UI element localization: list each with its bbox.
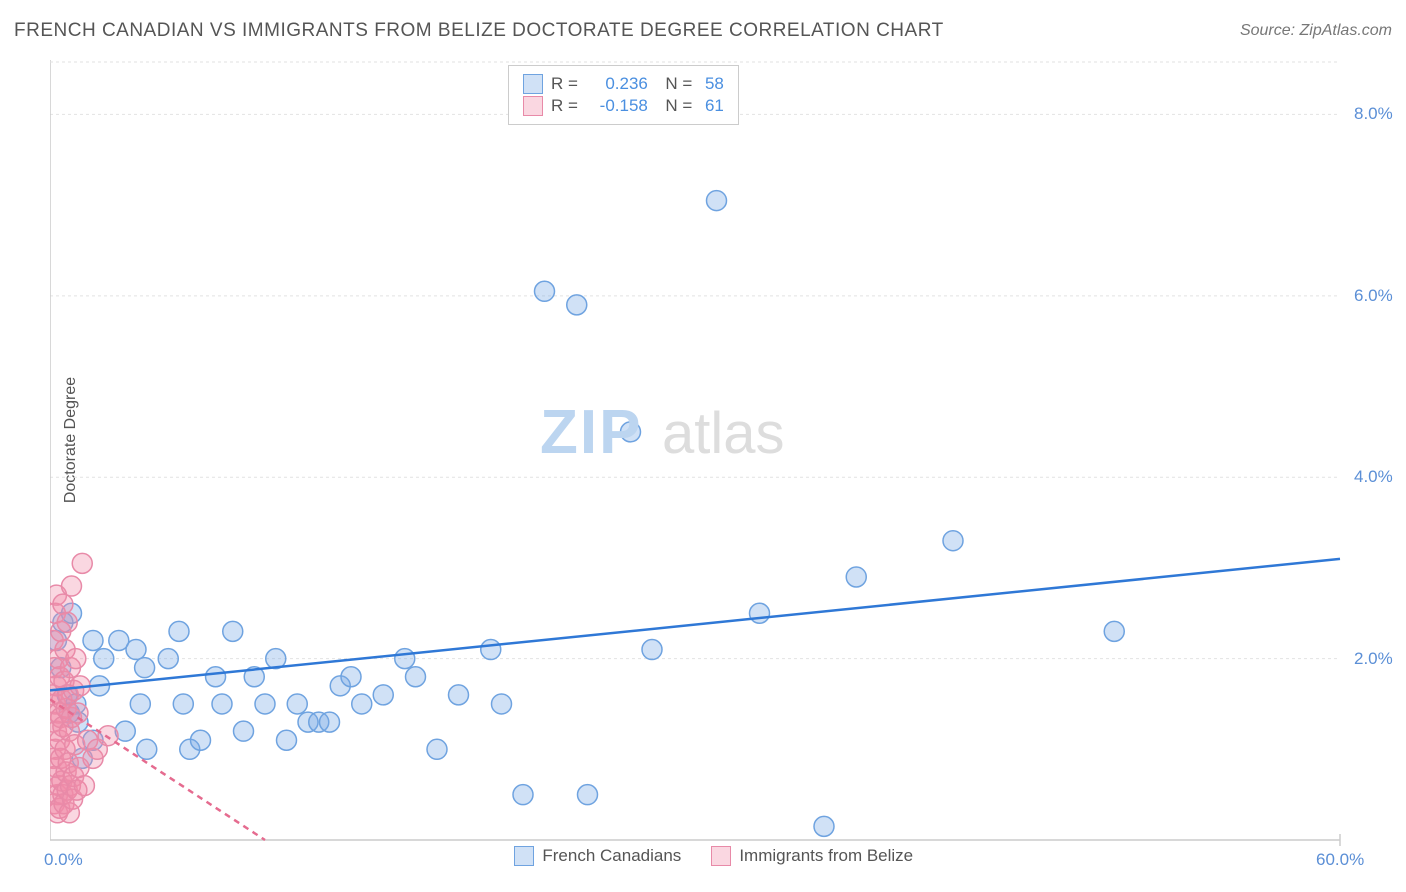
- legend-swatch: [711, 846, 731, 866]
- x-tick: 60.0%: [1316, 850, 1364, 870]
- y-tick: 6.0%: [1354, 286, 1393, 306]
- legend-n-value: 61: [700, 96, 724, 116]
- source-label: Source: ZipAtlas.com: [1240, 22, 1392, 40]
- y-tick: 8.0%: [1354, 104, 1393, 124]
- legend-r-label: R =: [551, 74, 578, 94]
- legend-r-label: R =: [551, 96, 578, 116]
- stats-legend-row: R = -0.158 N = 61: [523, 96, 724, 116]
- legend-swatch: [523, 96, 543, 116]
- series-legend-item: Immigrants from Belize: [711, 846, 913, 866]
- y-tick: 2.0%: [1354, 649, 1393, 669]
- series-legend: French Canadians Immigrants from Belize: [514, 846, 913, 866]
- stats-legend: R = 0.236 N = 58 R = -0.158 N = 61: [508, 65, 739, 125]
- legend-swatch: [523, 74, 543, 94]
- series-legend-item: French Canadians: [514, 846, 681, 866]
- legend-r-value: 0.236: [586, 74, 648, 94]
- legend-swatch: [514, 846, 534, 866]
- series-legend-label: French Canadians: [542, 846, 681, 866]
- series-legend-label: Immigrants from Belize: [739, 846, 913, 866]
- chart-title: FRENCH CANADIAN VS IMMIGRANTS FROM BELIZ…: [14, 20, 944, 42]
- scatter-chart: [50, 60, 1350, 850]
- stats-legend-row: R = 0.236 N = 58: [523, 74, 724, 94]
- legend-n-value: 58: [700, 74, 724, 94]
- legend-n-label: N =: [656, 96, 692, 116]
- legend-r-value: -0.158: [586, 96, 648, 116]
- legend-n-label: N =: [656, 74, 692, 94]
- x-tick: 0.0%: [44, 850, 83, 870]
- y-tick: 4.0%: [1354, 467, 1393, 487]
- chart-area: [50, 60, 1350, 855]
